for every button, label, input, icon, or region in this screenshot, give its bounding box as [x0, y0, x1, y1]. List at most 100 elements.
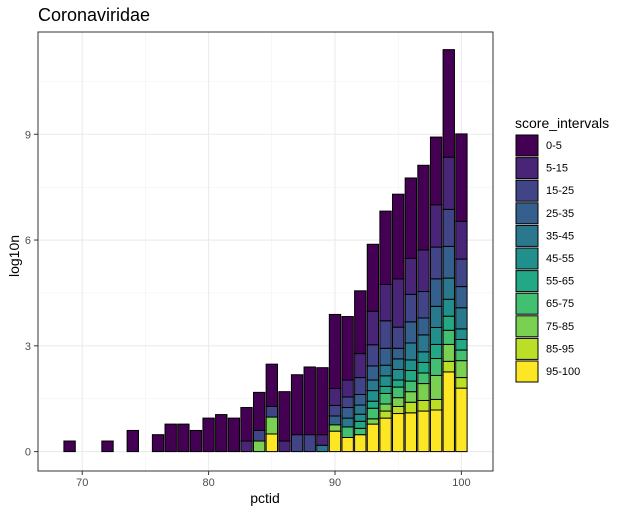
bar-segment: [278, 391, 291, 442]
bar-segment: [341, 437, 354, 453]
bar-segment: [404, 359, 418, 372]
bar-segment: [442, 298, 455, 317]
bar-segment: [354, 413, 367, 422]
bar-segment: [417, 291, 430, 319]
bar-segment: [392, 413, 405, 453]
bar-segment: [404, 321, 418, 344]
bar-segment: [316, 434, 329, 446]
bar-segment: [455, 258, 468, 288]
bar-segment: [151, 434, 165, 453]
bar-stack-87: [290, 374, 304, 453]
bar-segment: [455, 307, 468, 330]
bar-segment: [366, 344, 380, 367]
x-tick-label: 70: [76, 477, 88, 489]
legend-label: 25-35: [546, 208, 574, 220]
bar-segment: [303, 366, 316, 436]
legend-key: [515, 292, 539, 315]
bar-stack-74: [126, 429, 139, 453]
legend-key: [515, 270, 539, 293]
bar-segment: [328, 424, 342, 432]
bar-segment: [379, 320, 392, 349]
bar-segment: [265, 416, 279, 435]
bar-segment: [404, 391, 418, 403]
bar-segment: [354, 434, 367, 453]
bar-segment: [379, 283, 392, 322]
legend-key: [515, 337, 539, 360]
legend-label: 55-65: [546, 276, 574, 288]
bar-segment: [341, 417, 354, 428]
bar-stack-81: [215, 414, 228, 453]
bar-segment: [404, 342, 418, 361]
legend-item: 5-15: [515, 157, 568, 180]
bar-segment: [341, 379, 354, 398]
bar-segment: [455, 349, 468, 362]
bar-segment: [63, 440, 76, 453]
bar-segment: [442, 360, 455, 373]
bar-segment: [392, 358, 405, 370]
bar-segment: [392, 368, 405, 381]
legend-label: 65-75: [546, 298, 574, 310]
bar-segment: [442, 208, 455, 247]
bar-stack-93: [366, 243, 380, 453]
bar-segment: [290, 374, 304, 436]
legend-label: 95-100: [546, 366, 580, 378]
bar-stack-82: [227, 417, 241, 453]
legend-title: score_intervals: [515, 115, 609, 131]
bar-segment: [392, 278, 405, 328]
bar-segment: [404, 257, 418, 295]
bar-segment: [265, 405, 279, 418]
bar-segment: [417, 317, 430, 336]
bar-segment: [265, 433, 279, 453]
legend-label: 0-5: [546, 140, 562, 152]
bar-segment: [341, 396, 354, 409]
bar-stack-99: [442, 49, 455, 453]
bar-stack-86: [278, 391, 291, 453]
y-axis-title: log10n: [6, 235, 22, 277]
bar-segment: [455, 133, 468, 222]
x-tick-label: 80: [203, 477, 215, 489]
bar-stack-96: [404, 177, 418, 453]
bar-segment: [392, 386, 405, 399]
legend-item: 55-65: [515, 270, 574, 293]
bar-segment: [404, 293, 418, 323]
bar-segment: [328, 415, 342, 426]
bar-segment: [379, 347, 392, 366]
legend-key: [515, 202, 539, 225]
legend-label: 85-95: [546, 343, 574, 355]
bar-segment: [455, 286, 468, 309]
bar-segment: [404, 380, 418, 393]
bar-segment: [392, 326, 405, 349]
bar-segment: [354, 393, 367, 406]
bar-segment: [429, 326, 443, 345]
bar-segment: [379, 410, 392, 419]
bar-stack-91: [341, 316, 354, 453]
bar-stack-90: [328, 313, 342, 453]
bar-segment: [252, 391, 266, 431]
bar-segment: [442, 277, 455, 300]
bar-stack-78: [177, 423, 190, 453]
bar-segment: [404, 177, 418, 259]
bar-stack-80: [202, 417, 215, 453]
bar-segment: [265, 363, 279, 407]
bar-segment: [417, 383, 430, 401]
legend-item: 95-100: [515, 360, 580, 383]
bar-segment: [101, 440, 114, 453]
bar-segment: [316, 367, 329, 436]
bar-segment: [442, 315, 455, 331]
bar-stack-76: [151, 434, 165, 453]
legend-item: 15-25: [515, 179, 574, 202]
bars-layer: [63, 49, 468, 453]
legend-key: [515, 315, 539, 338]
bar-stack-88: [303, 366, 316, 453]
bar-stack-85: [265, 363, 279, 453]
bar-segment: [379, 403, 392, 412]
bar-segment: [442, 329, 455, 345]
bar-segment: [417, 351, 430, 363]
legend-item: 45-55: [515, 247, 574, 270]
bar-segment: [341, 316, 354, 381]
legend-key: [515, 134, 539, 157]
bar-segment: [189, 429, 203, 453]
bar-segment: [442, 49, 455, 158]
legend-label: 45-55: [546, 253, 574, 265]
bar-segment: [404, 370, 418, 382]
